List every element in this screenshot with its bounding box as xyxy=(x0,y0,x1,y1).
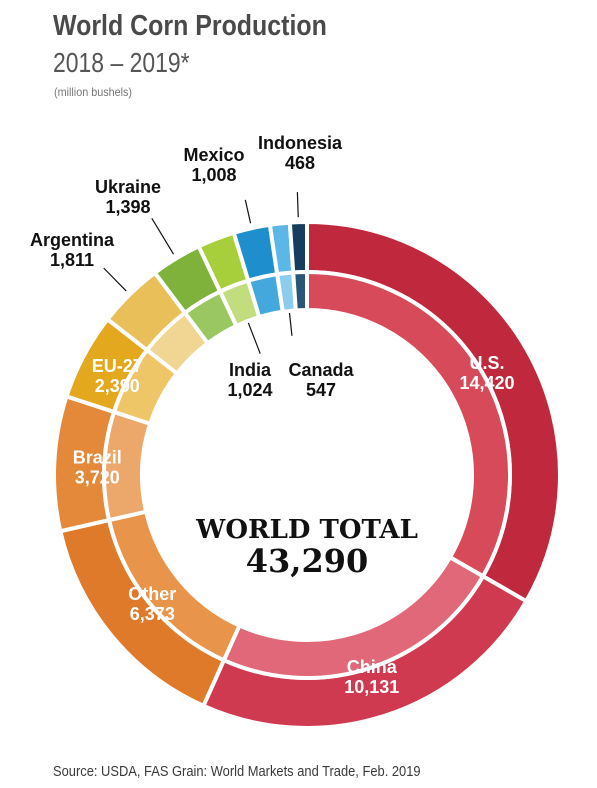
slice-label-canada: Canada xyxy=(288,360,354,380)
chart-subtitle: 2018 – 2019* xyxy=(53,47,190,78)
slice-value-indonesia: 468 xyxy=(285,153,315,173)
slice-label-u-s: U.S. xyxy=(470,353,505,373)
slice-label-india: India xyxy=(229,360,272,380)
leader-line-canada xyxy=(288,312,293,336)
slice-label-ukraine: Ukraine xyxy=(95,177,161,197)
center-value: 43,290 xyxy=(246,542,368,580)
slice-value-canada: 547 xyxy=(306,380,336,400)
center-label: WORLD TOTAL xyxy=(195,515,418,545)
slice-value-eu-27: 2,390 xyxy=(95,376,140,396)
slice-value-brazil: 3,720 xyxy=(75,467,120,487)
slice-label-other: Other xyxy=(128,584,176,604)
slice-value-ukraine: 1,398 xyxy=(105,197,150,217)
slice-indonesia xyxy=(287,219,309,275)
slice-label-china: China xyxy=(347,657,398,677)
leader-line-argentina xyxy=(103,267,127,292)
unit-label: (million bushels) xyxy=(54,85,133,99)
leader-line-mexico xyxy=(244,199,252,224)
slice-value-other: 6,373 xyxy=(130,604,175,624)
slice-value-u-s: 14,420 xyxy=(460,373,515,393)
source-note: Source: USDA, FAS Grain: World Markets a… xyxy=(53,763,421,780)
leader-line-ukraine xyxy=(151,217,175,255)
slice-value-argentina: 1,811 xyxy=(50,250,94,270)
slice-label-brazil: Brazil xyxy=(73,447,122,467)
leader-line-indonesia xyxy=(296,192,299,218)
slice-indonesia-inner xyxy=(291,269,309,313)
slice-label-mexico: Mexico xyxy=(183,145,244,165)
slice-label-argentina: Argentina xyxy=(30,230,115,250)
slice-label-eu-27: EU-27 xyxy=(92,356,143,376)
slice-value-mexico: 1,008 xyxy=(191,165,236,185)
slice-label-indonesia: Indonesia xyxy=(258,133,343,153)
slice-value-china: 10,131 xyxy=(344,677,399,697)
slice-value-india: 1,024 xyxy=(227,380,272,400)
leader-line-india xyxy=(247,322,261,354)
chart-title: World Corn Production xyxy=(53,10,327,42)
